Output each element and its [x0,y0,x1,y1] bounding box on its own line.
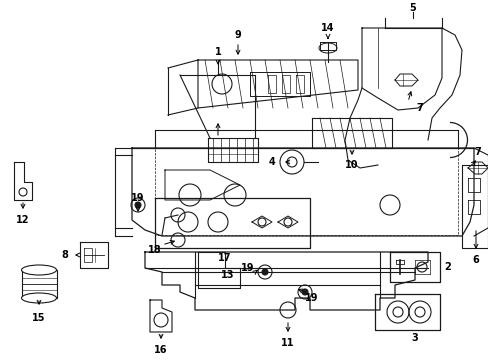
Text: 7: 7 [474,147,480,157]
Text: 5: 5 [409,3,415,13]
Ellipse shape [21,265,57,275]
Ellipse shape [318,43,336,53]
Text: 19: 19 [131,193,144,203]
Text: 19: 19 [305,293,318,303]
Circle shape [262,269,267,275]
Text: 8: 8 [61,250,68,260]
Text: 9: 9 [234,30,241,40]
Text: 16: 16 [154,345,167,355]
Text: 6: 6 [472,255,478,265]
Text: 13: 13 [221,270,234,280]
Text: 4: 4 [268,157,275,167]
Text: 14: 14 [321,23,334,33]
Ellipse shape [21,293,57,303]
Bar [22,270,57,298]
Text: 2: 2 [444,262,450,272]
Text: 15: 15 [32,313,46,323]
Circle shape [135,202,141,208]
Text: 12: 12 [16,215,30,225]
Text: 3: 3 [411,333,418,343]
Text: 17: 17 [218,253,231,263]
Text: 7: 7 [416,103,423,113]
Text: 18: 18 [148,245,162,255]
Text: 10: 10 [345,160,358,170]
Text: 19: 19 [241,263,254,273]
Circle shape [302,289,307,295]
Text: 1: 1 [214,47,221,57]
Text: 11: 11 [281,338,294,348]
